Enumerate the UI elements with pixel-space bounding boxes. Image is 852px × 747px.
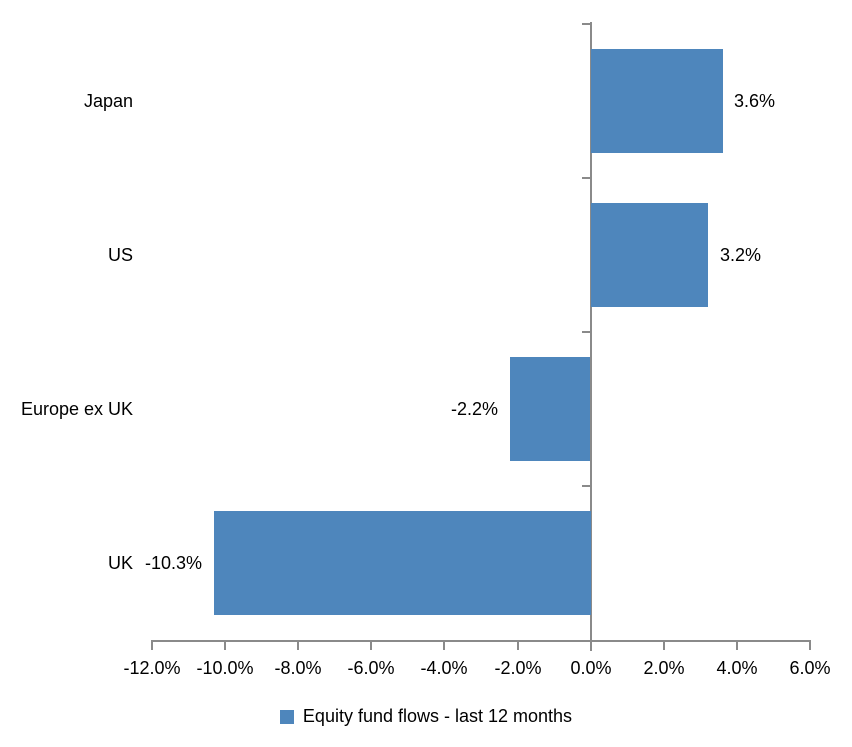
x-axis-tick-label: -8.0% (274, 658, 322, 678)
x-axis-tick (517, 641, 519, 650)
x-axis-tick (590, 641, 592, 650)
x-axis-tick-label: -4.0% (420, 658, 468, 678)
y-axis-tick (582, 177, 590, 179)
category-label: US (107, 245, 133, 265)
legend-swatch-icon (279, 709, 294, 724)
x-axis-tick-label: -12.0% (123, 658, 181, 678)
bar-europe-ex-uk (510, 357, 590, 461)
zero-axis-line (590, 22, 592, 651)
bar-japan (591, 49, 723, 153)
data-label: 3.6% (734, 91, 776, 111)
x-axis-tick (297, 641, 299, 650)
x-axis-line (151, 640, 811, 642)
y-axis-tick (582, 331, 590, 333)
x-axis-tick (736, 641, 738, 650)
x-axis-tick (151, 641, 153, 650)
x-axis-tick-label: 0.0% (570, 658, 612, 678)
x-axis-tick (443, 641, 445, 650)
x-axis-tick (224, 641, 226, 650)
bar-us (591, 203, 708, 307)
x-axis-tick-label: 4.0% (716, 658, 758, 678)
x-axis-tick-label: 2.0% (643, 658, 685, 678)
x-axis-tick-label: -6.0% (347, 658, 395, 678)
category-label: Japan (83, 91, 133, 111)
bar-uk (214, 511, 591, 615)
legend: Equity fund flows - last 12 months (0, 706, 852, 727)
y-axis-tick (582, 23, 590, 25)
y-axis-tick (582, 485, 590, 487)
x-axis-tick (809, 641, 811, 650)
category-label: Europe ex UK (20, 399, 133, 419)
data-label: -10.3% (144, 553, 202, 573)
legend-label: Equity fund flows - last 12 months (302, 706, 573, 726)
category-label: UK (107, 553, 133, 573)
data-label: 3.2% (720, 245, 762, 265)
x-axis-tick-label: -2.0% (494, 658, 542, 678)
x-axis-tick (663, 641, 665, 650)
x-axis-tick (370, 641, 372, 650)
x-axis-tick-label: -10.0% (196, 658, 254, 678)
data-label: -2.2% (450, 399, 498, 419)
x-axis-tick-label: 6.0% (789, 658, 831, 678)
